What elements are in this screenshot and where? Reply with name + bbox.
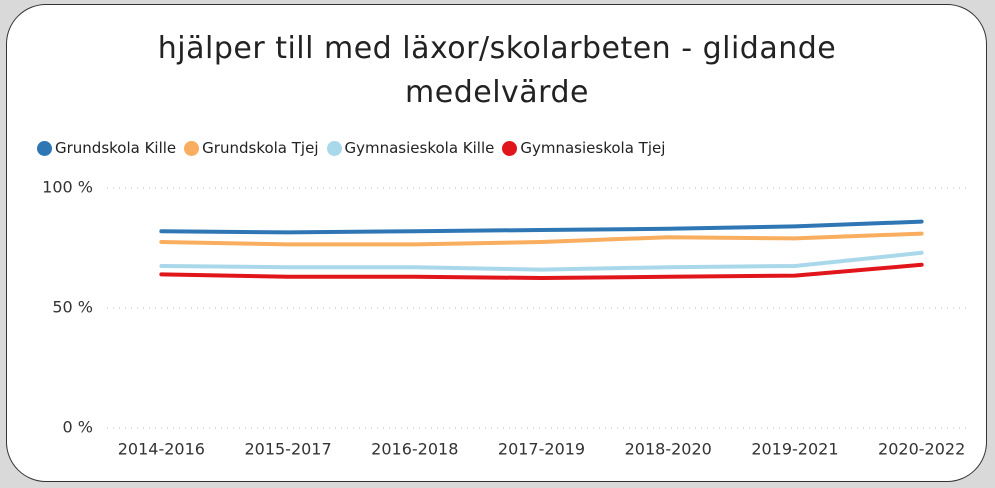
legend-marker (502, 140, 518, 156)
legend-label: Grundskola Kille (55, 139, 177, 157)
x-tick-label: 2018-2020 (625, 440, 712, 459)
legend-label: Gymnasieskola Kille (344, 139, 495, 157)
series-line (159, 262, 924, 280)
legend-item: Grundskola Kille (37, 139, 176, 157)
legend: Grundskola Kille Grundskola Tjej Gymnasies… (37, 139, 665, 157)
legend-item: Gymnasieskola Kille (326, 139, 495, 157)
chart: 0 % 50 % 100 % 2014-2016 2015-2017 2016-2018 2… (42, 178, 969, 459)
legend-item: Grundskola Tjej (184, 139, 319, 157)
x-tick-label: 2019-2021 (751, 440, 838, 459)
chart-title: hjälper till med läxor/skolarbeten - gli… (157, 31, 837, 110)
legend-item: Gymnasieskola Tjej (502, 139, 665, 157)
x-tick-label: 2017-2019 (498, 440, 585, 459)
y-tick-label: 50 % (52, 298, 93, 317)
legend-marker (184, 140, 200, 156)
x-tick-label: 2016-2018 (371, 440, 458, 459)
x-tick-label: 2020-2022 (878, 440, 965, 459)
series-line (159, 250, 924, 272)
legend-marker (37, 140, 52, 156)
legend-marker (326, 140, 342, 156)
series-line (159, 219, 924, 235)
x-tick-label: 2015-2017 (244, 440, 331, 459)
y-tick-label: 0 % (63, 418, 93, 437)
legend-label: Grundskola Tjej (202, 139, 319, 157)
legend-label: Gymnasieskola Tjej (520, 139, 666, 157)
y-tick-label: 100 % (42, 178, 93, 197)
card: hjälper till med läxor/skolarbeten - gli… (6, 4, 987, 482)
series-line (159, 231, 924, 247)
x-tick-label: 2014-2016 (118, 440, 205, 459)
